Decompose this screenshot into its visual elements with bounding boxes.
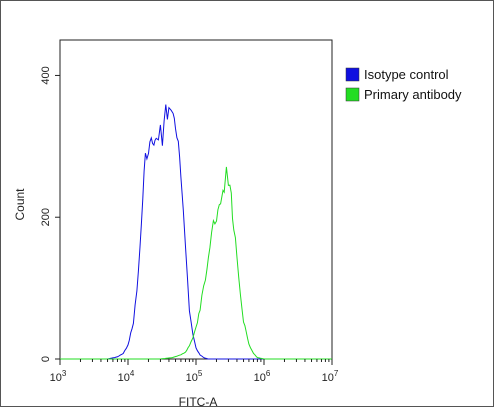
x-tick-label: 104 (118, 369, 135, 384)
series-line-primary-antibody (60, 166, 332, 360)
x-tick-label: 107 (322, 369, 339, 384)
legend-swatch (345, 67, 360, 82)
legend-swatch (345, 87, 360, 102)
plot-area (59, 39, 333, 360)
series-line-isotype-control (60, 104, 332, 360)
legend-label: Primary antibody (364, 87, 462, 102)
x-axis-title: FITC-A (179, 395, 218, 407)
axes: 0 200 400 103 104 105 106 107 (40, 66, 339, 384)
y-tick-label: 200 (40, 208, 52, 226)
legend-label: Isotype control (364, 67, 449, 82)
legend: Isotype control Primary antibody (345, 67, 462, 102)
histogram-curves (60, 104, 332, 360)
x-tick-label: 106 (254, 369, 271, 384)
plot-border (59, 39, 333, 360)
x-tick-label: 103 (50, 369, 67, 384)
y-axis-title: Count (13, 188, 27, 221)
y-tick-label: 400 (40, 66, 52, 84)
x-tick-label: 105 (186, 369, 203, 384)
y-tick-label: 0 (40, 356, 52, 362)
